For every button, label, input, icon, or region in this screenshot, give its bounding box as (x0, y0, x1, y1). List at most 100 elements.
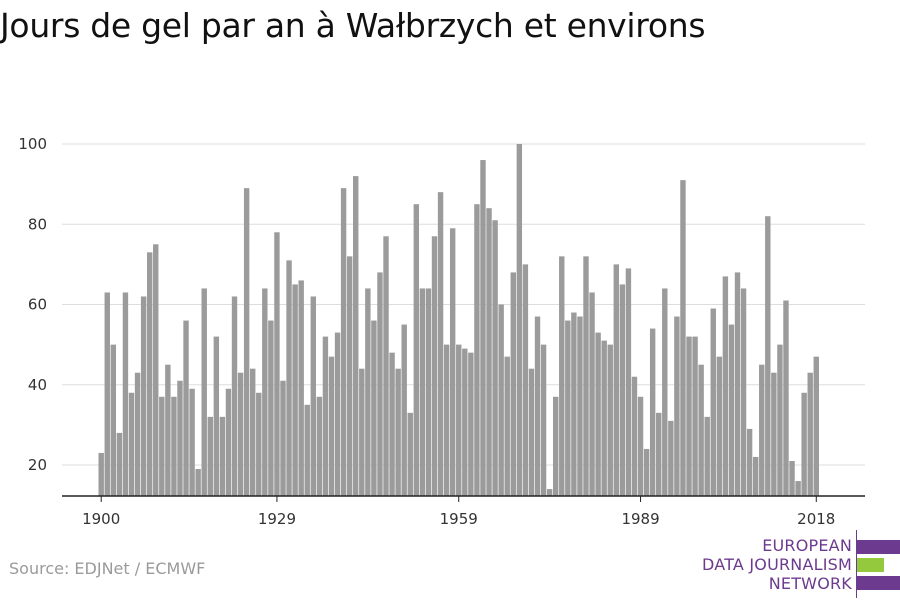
bar-1936 (316, 396, 323, 496)
bar-1920 (219, 416, 226, 496)
bar-1946 (377, 272, 383, 496)
bar-1949 (395, 368, 401, 496)
bar-1912 (171, 396, 177, 496)
bar-1914 (183, 320, 189, 496)
bar-1988 (631, 376, 638, 496)
bar-1944 (365, 288, 371, 496)
bar-2015 (795, 481, 801, 496)
bar-1997 (686, 336, 692, 496)
bar-1915 (189, 388, 195, 496)
logo-line-1: EUROPEAN (762, 536, 852, 555)
bar-1950 (401, 324, 407, 496)
bar-1964 (486, 208, 492, 496)
bar-1928 (268, 320, 274, 496)
bar-2003 (722, 276, 729, 496)
bar-2009 (759, 364, 765, 496)
bar-1948 (389, 352, 395, 496)
bar-1943 (359, 368, 365, 496)
bar-1989 (637, 396, 644, 496)
bar-1962 (474, 204, 480, 496)
bar-1992 (656, 412, 662, 496)
bar-2018 (813, 356, 819, 496)
bar-1908 (146, 252, 153, 496)
bar-1966 (498, 304, 504, 496)
bar-1961 (468, 352, 474, 496)
bar-1955 (431, 236, 438, 496)
bar-1973 (540, 344, 547, 496)
bar-1967 (504, 356, 510, 496)
bar-2011 (771, 372, 777, 496)
bar-1916 (195, 469, 201, 496)
y-tick-label: 40 (28, 376, 47, 394)
logo-bar-top (857, 540, 900, 554)
bar-1999 (698, 364, 704, 496)
bar-1994 (668, 420, 674, 496)
bar-1923 (237, 372, 244, 496)
bar-1925 (250, 368, 256, 496)
bar-1981 (589, 292, 595, 496)
bar-2013 (783, 300, 789, 496)
bar-1957 (443, 344, 450, 496)
x-axis-ticks: 1900 1929 1959 1989 2018 (82, 496, 835, 528)
logo-line-2: DATA JOURNALISM (702, 555, 852, 574)
bar-1901 (104, 292, 110, 496)
bar-1924 (243, 188, 250, 496)
x-tick-label: 2018 (797, 510, 835, 528)
bar-1909 (153, 244, 159, 496)
bar-1976 (559, 256, 565, 496)
bar-1947 (383, 236, 389, 496)
bar-1979 (577, 316, 583, 496)
bar-2017 (807, 372, 813, 496)
bar-1954 (425, 288, 432, 496)
bar-1963 (480, 160, 486, 497)
bar-1942 (353, 176, 359, 496)
bar-1995 (674, 316, 680, 496)
bar-1910 (159, 396, 165, 496)
bar-1941 (346, 256, 353, 496)
bar-1939 (334, 332, 341, 496)
bar-1931 (286, 260, 292, 496)
bar-1945 (371, 320, 377, 496)
bar-2006 (740, 288, 747, 496)
bar-1913 (177, 380, 183, 496)
bar-1972 (534, 316, 541, 496)
bar-1980 (583, 256, 589, 496)
bar-1986 (619, 284, 626, 496)
bar-1993 (662, 288, 668, 496)
bar-1933 (298, 280, 304, 496)
bar-1953 (419, 288, 426, 496)
bar-2002 (716, 356, 723, 496)
bar-1905 (128, 392, 135, 496)
bar-1940 (340, 188, 347, 496)
bar-1959 (456, 344, 462, 496)
x-tick-label: 1989 (621, 510, 659, 528)
logo-divider (856, 530, 857, 598)
bar-1991 (649, 328, 656, 496)
bar-1921 (225, 388, 232, 496)
bar-1987 (625, 268, 632, 496)
bar-1998 (692, 336, 698, 496)
bar-2010 (765, 216, 771, 496)
bar-1996 (680, 180, 686, 497)
edjnet-logo: EUROPEAN DATA JOURNALISM NETWORK (700, 530, 900, 600)
bar-1975 (553, 396, 559, 496)
bar-1919 (213, 336, 220, 496)
bar-2004 (728, 324, 735, 496)
bar-1937 (322, 336, 329, 496)
bar-1965 (492, 220, 498, 497)
chart-title: Jours de gel par an à Wałbrzych et envir… (0, 6, 706, 45)
bar-1952 (413, 204, 420, 496)
bar-2001 (710, 308, 716, 496)
bar-1903 (116, 432, 123, 496)
bar-1970 (522, 264, 529, 496)
bar-1935 (310, 296, 316, 496)
bar-2005 (734, 272, 741, 496)
bar-1929 (274, 232, 280, 496)
bar-2008 (752, 456, 759, 496)
x-tick-label: 1929 (258, 510, 296, 528)
y-tick-label: 60 (28, 296, 47, 314)
bar-1977 (565, 320, 571, 496)
bar-2000 (704, 416, 710, 496)
bar-1951 (407, 412, 413, 496)
